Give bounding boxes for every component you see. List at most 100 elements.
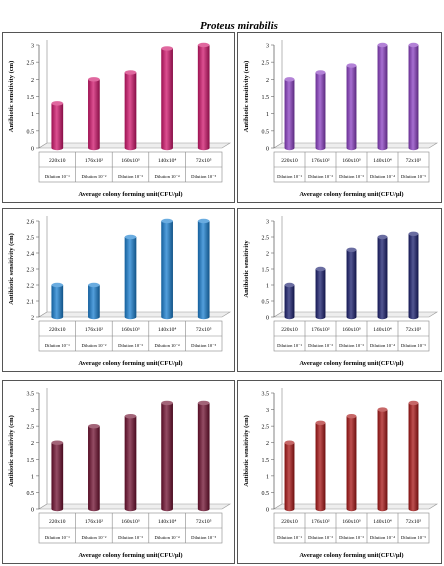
y-tick-label: 3 [266, 44, 269, 50]
bar [88, 285, 100, 320]
x-axis-label: Average colony forming unit(CFU/µl) [299, 360, 403, 367]
bar [88, 426, 100, 512]
axis-wall [38, 388, 48, 510]
bar-top [377, 234, 388, 240]
bar-top [284, 282, 295, 288]
chart-panel-2: 0 0.5 1 1.5 2 2.5 3 Antibiotic sensitivity (cm)… [237, 32, 442, 203]
bar-top [161, 218, 173, 224]
x-tick-label: 72x10⁵ [406, 519, 422, 525]
y-tick-label: 0 [266, 316, 269, 322]
bar [124, 72, 137, 151]
bar [161, 221, 173, 320]
bar-chart-4: 0 0.5 1 1.5 2 2.5 3 Antibiotic sensitivity 220x1… [243, 216, 439, 367]
bar-top [124, 234, 137, 240]
x-tick-label: 140x10⁴ [373, 158, 392, 164]
bar-top [346, 247, 357, 252]
dilution-label: Dilution 10⁻⁴ [370, 343, 395, 348]
y-tick-label: 2.6 [27, 220, 35, 226]
bar-top [408, 400, 419, 406]
bar [377, 409, 388, 512]
x-tick-label: 72x10⁵ [196, 327, 212, 333]
dilution-label: Dilution 10⁻¹ [277, 535, 302, 540]
dilution-label: Dilution 10⁻¹ [277, 343, 302, 348]
bar [408, 402, 419, 512]
y-tick-label: 3 [266, 408, 269, 414]
x-tick-label: 176x10² [85, 519, 104, 525]
x-tick-label: 140x10⁴ [373, 519, 392, 525]
bar [315, 72, 326, 151]
y-tick-label: 1 [266, 474, 269, 480]
y-tick-label: 3.5 [27, 392, 35, 398]
bar-top [315, 420, 326, 426]
bar-top [124, 414, 137, 419]
y-axis-label: Antibiotic sensitivity [243, 240, 250, 298]
x-tick-label: 160x10³ [342, 519, 361, 525]
x-axis-label: Average colony forming unit(CFU/µl) [78, 360, 182, 367]
x-tick-label: 220x10 [281, 327, 298, 333]
dilution-label: Dilution 10⁻³ [339, 174, 364, 179]
x-tick-label: 72x10⁵ [406, 327, 422, 333]
y-tick-label: 1 [266, 284, 269, 290]
bar [88, 79, 100, 151]
dilution-label: Dilution 10⁻¹ [277, 174, 302, 179]
bar-top [315, 266, 326, 272]
dilution-label: Dilution 10⁻² [308, 174, 333, 179]
bar [284, 285, 295, 320]
y-axis-label: Antibiotic sensitivity (cm) [8, 61, 15, 133]
dilution-label: Dilution 10⁻³ [118, 535, 143, 540]
bar-top [88, 77, 100, 82]
bar [51, 285, 64, 320]
x-axis-label: Average colony forming unit(CFU/µl) [78, 191, 182, 198]
bar [284, 79, 295, 151]
dilution-label: Dilution 10⁻² [308, 343, 333, 348]
bar [284, 442, 295, 512]
y-tick-label: 0.5 [262, 300, 270, 306]
x-tick-label: 176x10² [311, 158, 330, 164]
bar-top [51, 282, 64, 288]
x-tick-label: 176x10² [85, 158, 104, 164]
y-tick-label: 2 [31, 316, 34, 322]
axis-wall [273, 388, 283, 510]
chart-panel-6: 0 0.5 1 1.5 2 2.5 3 3.5 Antibiotic sensitivity (… [237, 380, 442, 564]
bar-top [124, 70, 137, 75]
bar-chart-3: 2 2.1 2.2 2.3 2.4 2.5 2.6 Antibiotic sensitivit… [8, 216, 232, 367]
y-tick-label: 2.5 [262, 425, 270, 431]
bar-top [88, 423, 100, 429]
x-tick-label: 220x10 [281, 519, 298, 525]
axis-wall [273, 40, 283, 149]
dilution-label: Dilution 10⁻¹ [45, 343, 70, 348]
y-tick-label: 0 [31, 147, 34, 153]
bar-top [346, 63, 357, 68]
x-tick-label: 160x10³ [121, 519, 140, 525]
dilution-label: Dilution 10⁻⁵ [401, 174, 426, 179]
bar-top [51, 101, 64, 106]
x-tick-label: 160x10³ [121, 158, 140, 164]
dilution-label: Dilution 10⁻¹ [45, 174, 70, 179]
x-tick-label: 176x10² [311, 519, 330, 525]
y-axis-label: Antibiotic sensitivity (cm) [243, 61, 250, 133]
bar-top [408, 231, 419, 236]
bar [408, 45, 419, 151]
bar [197, 221, 210, 320]
x-tick-label: 176x10² [85, 327, 104, 333]
y-tick-label: 3 [31, 44, 34, 50]
bar [51, 442, 64, 512]
bar [197, 45, 210, 151]
x-tick-label: 220x10 [49, 519, 66, 525]
axis-wall [38, 216, 48, 318]
bar-top [197, 218, 210, 224]
x-tick-label: 140x10⁴ [158, 327, 177, 333]
dilution-label: Dilution 10⁻⁵ [401, 535, 426, 540]
dilution-label: Dilution 10⁻⁵ [191, 535, 216, 540]
y-tick-label: 1 [266, 112, 269, 118]
y-tick-label: 1.5 [262, 95, 270, 101]
y-tick-label: 1.5 [262, 458, 270, 464]
dilution-label: Dilution 10⁻¹ [45, 535, 70, 540]
bar-chart-6: 0 0.5 1 1.5 2 2.5 3 3.5 Antibiotic sensitivity (… [243, 388, 439, 559]
bar-top [51, 440, 64, 445]
bar-top [197, 400, 210, 406]
bar-top [284, 440, 295, 445]
axis-wall [273, 216, 283, 318]
bar-top [161, 400, 173, 406]
y-tick-label: 2.5 [262, 236, 270, 242]
